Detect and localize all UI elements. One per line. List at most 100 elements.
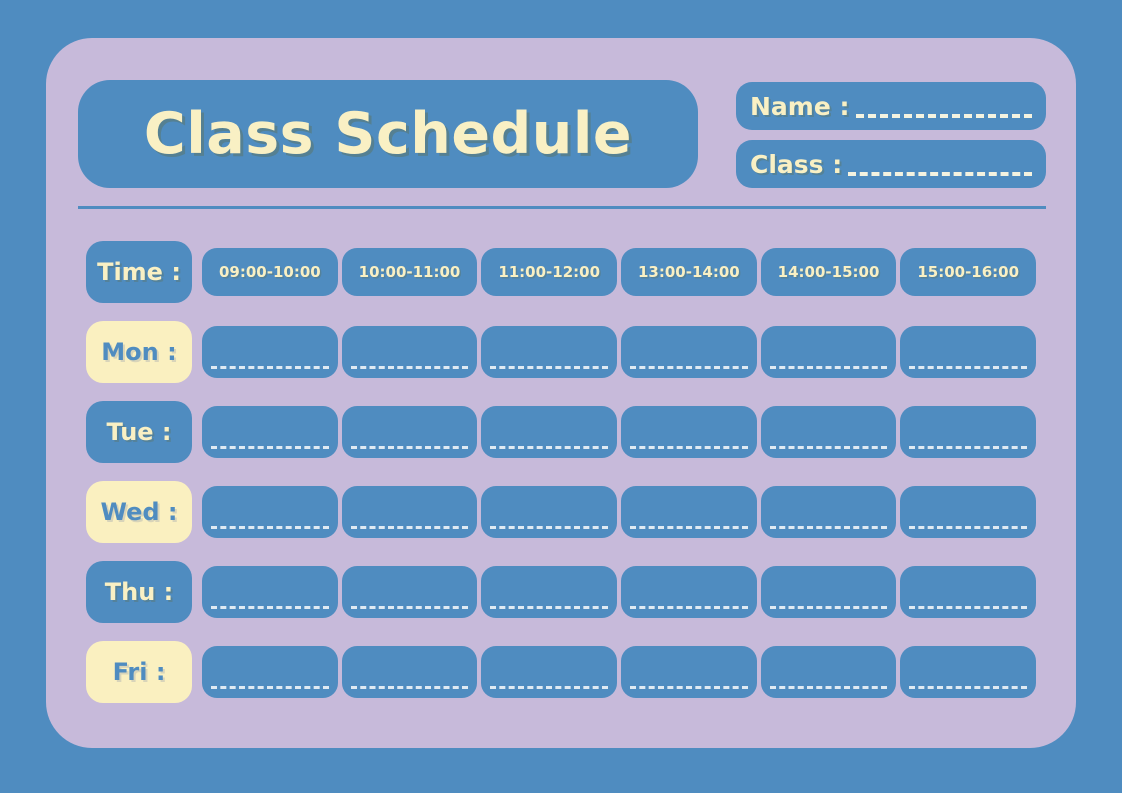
entry-cell[interactable] [481,646,618,698]
entry-list-tue [202,406,1037,458]
entry-cell[interactable] [900,646,1037,698]
time-slot-label: 13:00-14:00 [637,263,740,281]
entry-cell[interactable] [202,566,338,618]
entry-cell[interactable] [900,406,1037,458]
entry-cell[interactable] [760,566,897,618]
entry-writing-line [909,686,1028,689]
entry-cell[interactable] [341,326,478,378]
time-header-cell: Time : [86,241,192,303]
time-slot-label: 14:00-15:00 [777,263,880,281]
day-row-mon: Mon : [86,312,1037,392]
entry-writing-line [769,606,888,609]
class-field-label: Class : [750,149,843,179]
entry-cell[interactable] [900,486,1037,538]
entry-writing-line [490,366,609,369]
entry-writing-line [909,526,1028,529]
day-label-thu: Thu : [86,561,192,623]
entry-cell[interactable] [202,406,338,458]
day-row-tue: Tue : [86,392,1037,472]
entry-writing-line [350,686,469,689]
time-header-row: Time : 09:00-10:00 10:00-11:00 11:00-12:… [86,232,1037,312]
day-label-text: Mon : [101,338,177,366]
entry-writing-line [211,686,329,689]
day-label-text: Thu : [104,578,174,606]
time-slot-2: 10:00-11:00 [341,248,478,296]
class-field[interactable]: Class : [736,140,1046,188]
header-divider [78,206,1046,209]
entry-writing-line [769,366,888,369]
entry-cell[interactable] [760,326,897,378]
entry-writing-line [630,446,748,449]
day-row-thu: Thu : [86,552,1037,632]
entry-writing-line [350,446,469,449]
entry-cell[interactable] [341,486,478,538]
entry-cell[interactable] [621,646,757,698]
entry-writing-line [630,686,748,689]
entry-list-wed [202,486,1037,538]
time-header-label: Time : [97,258,181,286]
time-slot-label: 11:00-12:00 [498,263,601,281]
class-field-writing-line[interactable] [848,152,1032,176]
day-label-mon: Mon : [86,321,192,383]
day-row-fri: Fri : [86,632,1037,712]
entry-writing-line [769,446,888,449]
entry-writing-line [490,686,609,689]
name-field-label: Name : [750,91,850,121]
entry-cell[interactable] [621,566,757,618]
entry-cell[interactable] [481,486,618,538]
entry-cell[interactable] [900,566,1037,618]
name-field-writing-line[interactable] [855,94,1032,118]
time-slot-5: 14:00-15:00 [760,248,897,296]
entry-cell[interactable] [760,486,897,538]
entry-list-fri [202,646,1037,698]
entry-cell[interactable] [202,646,338,698]
day-label-text: Tue : [106,418,172,446]
entry-cell[interactable] [621,486,757,538]
entry-writing-line [630,366,748,369]
entry-cell[interactable] [621,326,757,378]
entry-writing-line [490,606,609,609]
entry-writing-line [909,606,1028,609]
entry-cell[interactable] [481,326,618,378]
entry-cell[interactable] [341,646,478,698]
time-slot-label: 10:00-11:00 [358,263,461,281]
schedule-grid: Time : 09:00-10:00 10:00-11:00 11:00-12:… [86,232,1037,712]
page-title: Class Schedule [143,101,633,167]
time-slot-4: 13:00-14:00 [621,248,757,296]
entry-writing-line [630,606,748,609]
time-slot-label: 15:00-16:00 [917,263,1020,281]
entry-cell[interactable] [621,406,757,458]
entry-cell[interactable] [760,406,897,458]
entry-writing-line [350,606,469,609]
day-label-fri: Fri : [86,641,192,703]
entry-cell[interactable] [760,646,897,698]
day-row-wed: Wed : [86,472,1037,552]
time-slot-6: 15:00-16:00 [900,248,1037,296]
entry-writing-line [211,526,329,529]
time-slot-3: 11:00-12:00 [481,248,618,296]
entry-cell[interactable] [202,486,338,538]
entry-cell[interactable] [481,406,618,458]
entry-writing-line [630,526,748,529]
header: Class Schedule Name : Class : [78,80,1046,192]
entry-writing-line [211,606,329,609]
entry-cell[interactable] [341,566,478,618]
name-field[interactable]: Name : [736,82,1046,130]
entry-writing-line [211,366,329,369]
entry-cell[interactable] [202,326,338,378]
entry-writing-line [909,366,1028,369]
time-slot-list: 09:00-10:00 10:00-11:00 11:00-12:00 13:0… [202,248,1037,296]
entry-writing-line [350,366,469,369]
time-slot-label: 09:00-10:00 [218,263,321,281]
schedule-panel: Class Schedule Name : Class : Time : 09:… [46,38,1076,748]
entry-writing-line [211,446,329,449]
day-label-wed: Wed : [86,481,192,543]
entry-cell[interactable] [900,326,1037,378]
day-label-tue: Tue : [86,401,192,463]
entry-cell[interactable] [481,566,618,618]
title-box: Class Schedule [78,80,698,188]
entry-cell[interactable] [341,406,478,458]
entry-writing-line [769,526,888,529]
day-label-text: Wed : [100,498,178,526]
entry-writing-line [350,526,469,529]
